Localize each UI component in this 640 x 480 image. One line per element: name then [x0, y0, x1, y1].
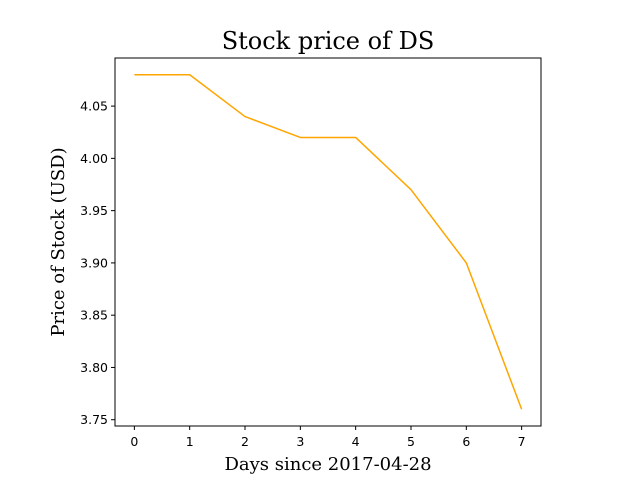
- series-layer: [134, 73, 523, 410]
- y-tick-label: 4.05: [80, 99, 108, 114]
- x-tick-label: 4: [352, 434, 360, 449]
- plot-area-frame: [114, 57, 542, 427]
- x-tick-label: 0: [130, 434, 138, 449]
- x-tick-label: 5: [407, 434, 415, 449]
- y-tick-label: 3.80: [80, 360, 108, 375]
- y-tick-label: 3.85: [80, 308, 108, 323]
- x-axis-label: Days since 2017-04-28: [224, 454, 431, 475]
- y-tick-label: 3.75: [80, 412, 108, 427]
- x-tick-label: 2: [241, 434, 249, 449]
- y-axis: 3.75 3.80 3.85 3.90 3.95 4.00 4.05: [80, 99, 115, 427]
- y-tick-label: 3.90: [80, 255, 108, 270]
- x-tick-label: 3: [296, 434, 304, 449]
- x-tick-label: 1: [186, 434, 194, 449]
- series-line: [134, 73, 523, 410]
- y-tick-label: 3.95: [80, 203, 108, 218]
- y-axis-label: Price of Stock (USD): [48, 147, 69, 336]
- y-tick-label: 4.00: [80, 151, 108, 166]
- chart-title: Stock price of DS: [222, 27, 435, 55]
- x-axis: 0 1 2 3 4 5 6 7: [130, 426, 526, 449]
- x-tick-label: 6: [462, 434, 470, 449]
- x-tick-label: 7: [518, 434, 526, 449]
